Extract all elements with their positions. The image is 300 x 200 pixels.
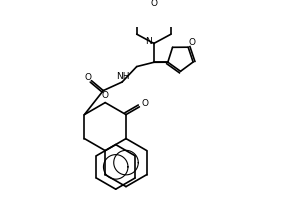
Text: O: O: [150, 0, 158, 8]
Text: N: N: [145, 37, 152, 46]
Text: O: O: [141, 99, 148, 108]
Text: O: O: [102, 91, 109, 100]
Text: O: O: [188, 38, 195, 47]
Text: NH: NH: [116, 72, 130, 81]
Text: O: O: [85, 73, 92, 82]
